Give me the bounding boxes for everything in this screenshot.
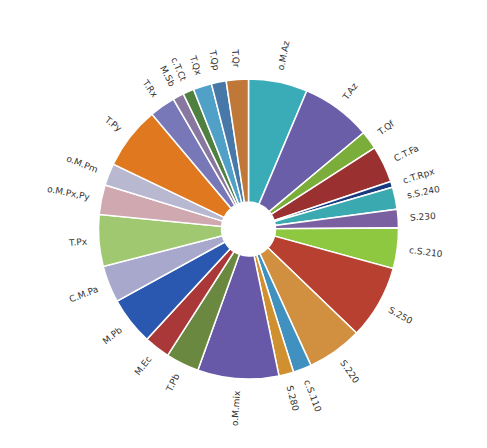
svg-text:T.Qp: T.Qp bbox=[207, 49, 221, 72]
svg-text:o.M.Pm: o.M.Pm bbox=[65, 153, 99, 174]
svg-text:c.S.210: c.S.210 bbox=[408, 245, 443, 259]
svg-text:o.M.Az: o.M.Az bbox=[276, 40, 292, 71]
svg-text:T.Qx: T.Qx bbox=[188, 54, 204, 77]
svg-text:T.Px: T.Px bbox=[68, 236, 88, 247]
svg-text:c.S.110: c.S.110 bbox=[302, 378, 323, 413]
svg-text:s.S.240: s.S.240 bbox=[406, 184, 441, 201]
svg-text:T.Rx: T.Rx bbox=[140, 77, 160, 100]
svg-text:M.Pb: M.Pb bbox=[101, 325, 125, 346]
svg-text:T.Qf: T.Qf bbox=[375, 118, 397, 138]
svg-text:S.230: S.230 bbox=[410, 211, 437, 223]
svg-text:o.M.Px,Py: o.M.Px,Py bbox=[46, 184, 91, 202]
svg-text:T.Az: T.Az bbox=[340, 81, 360, 103]
svg-text:T.Qr: T.Qr bbox=[230, 48, 241, 68]
svg-text:c.T.Rpx: c.T.Rpx bbox=[402, 166, 437, 185]
svg-text:M.Ec: M.Ec bbox=[133, 354, 154, 377]
svg-text:T.Pb: T.Pb bbox=[164, 372, 182, 394]
svg-text:M.Sb: M.Sb bbox=[157, 64, 178, 89]
svg-text:S.220: S.220 bbox=[338, 358, 361, 385]
svg-text:T.Py: T.Py bbox=[102, 114, 124, 134]
svg-text:C.T.Fa: C.T.Fa bbox=[392, 143, 420, 163]
svg-text:o.M.mix: o.M.mix bbox=[230, 390, 242, 427]
svg-text:c.T.Ct: c.T.Ct bbox=[169, 56, 188, 83]
svg-text:S.280: S.280 bbox=[284, 385, 300, 413]
svg-text:C.M.Pa: C.M.Pa bbox=[68, 284, 100, 304]
svg-text:S.250: S.250 bbox=[387, 305, 415, 327]
